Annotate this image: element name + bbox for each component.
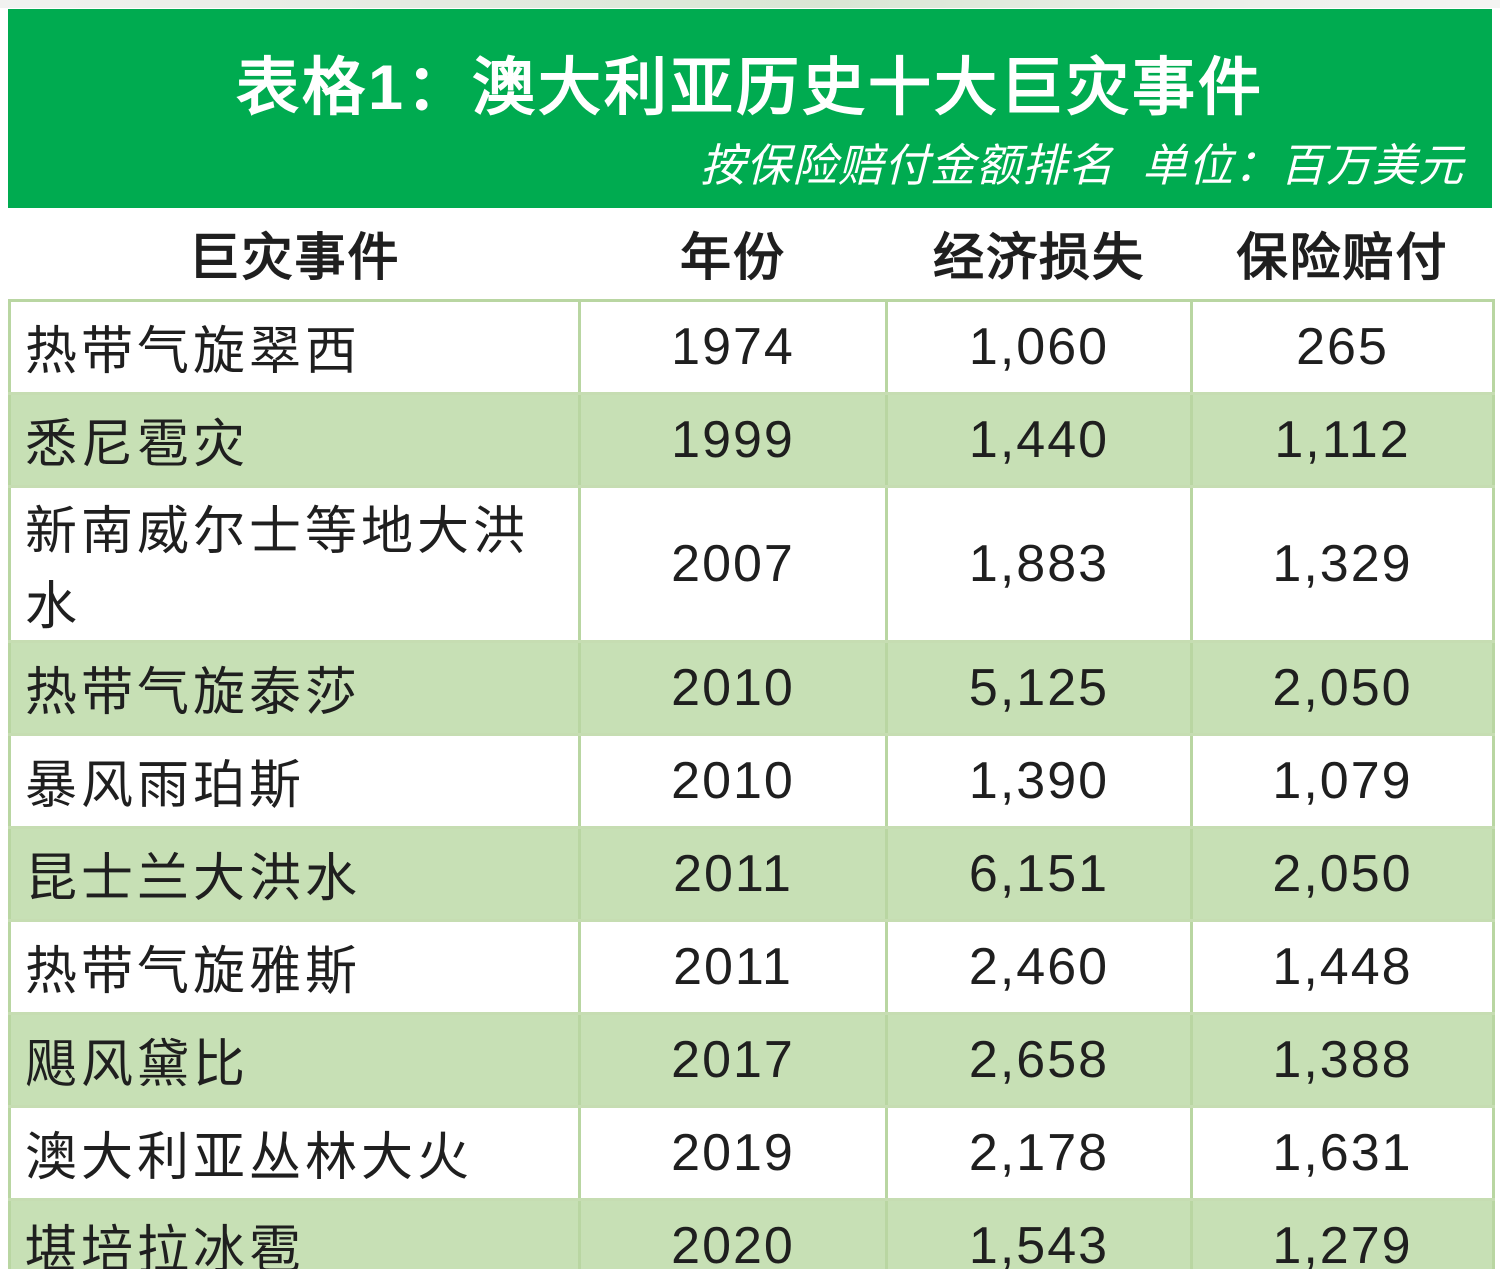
table-row: 暴风雨珀斯 2010 1,390 1,079 bbox=[8, 734, 1495, 829]
cell-economic-loss: 1,883 bbox=[885, 486, 1193, 643]
cell-event: 堪培拉冰雹 bbox=[8, 1199, 581, 1269]
cell-event: 昆士兰大洪水 bbox=[8, 827, 581, 922]
top-crop-artifact bbox=[0, 0, 1500, 8]
cell-year: 1974 bbox=[578, 300, 888, 395]
subtitle-unit: 单位：百万美元 bbox=[1141, 141, 1464, 191]
cell-insurance-payout: 1,631 bbox=[1190, 1106, 1495, 1201]
cell-economic-loss: 1,060 bbox=[885, 300, 1193, 395]
cell-insurance-payout: 1,448 bbox=[1190, 920, 1495, 1015]
cell-economic-loss: 2,178 bbox=[885, 1106, 1193, 1201]
cell-year: 2011 bbox=[578, 827, 888, 922]
cell-insurance-payout: 1,388 bbox=[1190, 1013, 1495, 1108]
column-header-event: 巨灾事件 bbox=[9, 208, 580, 302]
table-title: 表格1：澳大利亚历史十大巨灾事件 bbox=[235, 53, 1265, 123]
cell-economic-loss: 2,658 bbox=[885, 1013, 1193, 1108]
subtitle-rank-note: 按保险赔付金额排名 bbox=[699, 141, 1114, 191]
table-subtitle: 按保险赔付金额排名 单位：百万美元 bbox=[700, 129, 1464, 194]
cell-economic-loss: 6,151 bbox=[885, 827, 1193, 922]
cell-insurance-payout: 1,329 bbox=[1190, 486, 1495, 643]
table-row: 澳大利亚丛林大火 2019 2,178 1,631 bbox=[8, 1106, 1495, 1201]
cell-year: 2007 bbox=[578, 486, 888, 643]
table-row: 新南威尔士等地大洪水 2007 1,883 1,329 bbox=[8, 486, 1495, 643]
cell-event: 悉尼雹灾 bbox=[8, 393, 581, 488]
cell-event: 热带气旋翠西 bbox=[8, 300, 581, 395]
table-row: 飓风黛比 2017 2,658 1,388 bbox=[8, 1013, 1495, 1108]
table-row: 昆士兰大洪水 2011 6,151 2,050 bbox=[8, 827, 1495, 922]
cell-economic-loss: 2,460 bbox=[885, 920, 1193, 1015]
cell-year: 2010 bbox=[578, 641, 888, 736]
column-header-insurance-payout: 保险赔付 bbox=[1191, 208, 1494, 302]
table-row: 热带气旋翠西 1974 1,060 265 bbox=[8, 300, 1495, 395]
cell-event: 热带气旋雅斯 bbox=[8, 920, 581, 1015]
table-row: 热带气旋泰莎 2010 5,125 2,050 bbox=[8, 641, 1495, 736]
cell-event: 飓风黛比 bbox=[8, 1013, 581, 1108]
cell-insurance-payout: 1,112 bbox=[1190, 393, 1495, 488]
table-body: 热带气旋翠西 1974 1,060 265 悉尼雹灾 1999 1,440 1,… bbox=[8, 300, 1495, 1269]
cell-insurance-payout: 1,279 bbox=[1190, 1199, 1495, 1269]
cell-event: 新南威尔士等地大洪水 bbox=[8, 486, 581, 643]
column-header-row: 巨灾事件 年份 经济损失 保险赔付 bbox=[9, 208, 1494, 302]
cell-year: 2019 bbox=[578, 1106, 888, 1201]
cell-insurance-payout: 1,079 bbox=[1190, 734, 1495, 829]
cell-insurance-payout: 2,050 bbox=[1190, 641, 1495, 736]
table-row: 热带气旋雅斯 2011 2,460 1,448 bbox=[8, 920, 1495, 1015]
table-row: 悉尼雹灾 1999 1,440 1,112 bbox=[8, 393, 1495, 488]
column-header-economic-loss: 经济损失 bbox=[886, 208, 1192, 302]
cell-event: 暴风雨珀斯 bbox=[8, 734, 581, 829]
cell-economic-loss: 1,390 bbox=[885, 734, 1193, 829]
table-row: 堪培拉冰雹 2020 1,543 1,279 bbox=[8, 1199, 1495, 1269]
cell-economic-loss: 1,440 bbox=[885, 393, 1193, 488]
column-header-year: 年份 bbox=[579, 208, 887, 302]
cell-insurance-payout: 2,050 bbox=[1190, 827, 1495, 922]
cell-insurance-payout: 265 bbox=[1190, 300, 1495, 395]
cell-economic-loss: 1,543 bbox=[885, 1199, 1193, 1269]
cell-year: 1999 bbox=[578, 393, 888, 488]
table-title-banner: 表格1：澳大利亚历史十大巨灾事件 按保险赔付金额排名 单位：百万美元 bbox=[8, 9, 1492, 208]
cell-year: 2017 bbox=[578, 1013, 888, 1108]
cell-year: 2010 bbox=[578, 734, 888, 829]
catastrophe-table: 巨灾事件 年份 经济损失 保险赔付 热带气旋翠西 1974 1,060 265 … bbox=[8, 208, 1495, 1269]
cell-event: 热带气旋泰莎 bbox=[8, 641, 581, 736]
cell-economic-loss: 5,125 bbox=[885, 641, 1193, 736]
cell-year: 2011 bbox=[578, 920, 888, 1015]
cell-year: 2020 bbox=[578, 1199, 888, 1269]
cell-event: 澳大利亚丛林大火 bbox=[8, 1106, 581, 1201]
